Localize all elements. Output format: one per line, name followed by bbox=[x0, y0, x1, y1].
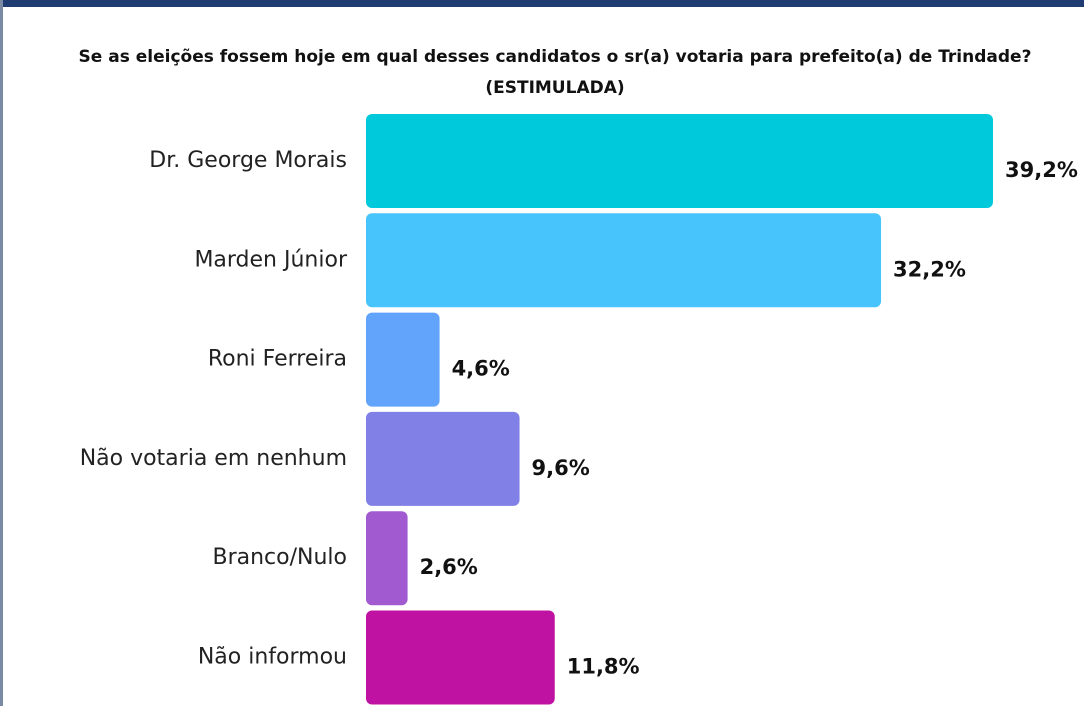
category-label: Não votaria em nenhum bbox=[80, 446, 347, 471]
category-label: Dr. George Morais bbox=[149, 148, 347, 173]
value-label: 11,8% bbox=[567, 655, 640, 679]
category-label: Roni Ferreira bbox=[208, 347, 347, 372]
value-label: 9,6% bbox=[532, 456, 590, 480]
value-label: 39,2% bbox=[1005, 158, 1078, 182]
chart-title: Se as eleições fossem hoje em qual desse… bbox=[78, 47, 1032, 98]
top-frame bbox=[0, 0, 1084, 7]
value-label: 2,6% bbox=[420, 555, 478, 579]
bar bbox=[366, 610, 555, 705]
bar bbox=[366, 411, 520, 506]
bar bbox=[366, 114, 993, 208]
bar bbox=[366, 511, 408, 606]
left-frame bbox=[0, 0, 3, 706]
category-label: Marden Júnior bbox=[194, 247, 348, 272]
value-label: 4,6% bbox=[452, 357, 510, 381]
category-label: Branco/Nulo bbox=[212, 545, 347, 570]
category-label: Não informou bbox=[198, 645, 347, 670]
bar bbox=[366, 213, 882, 308]
bar bbox=[366, 312, 440, 407]
value-label: 32,2% bbox=[893, 257, 966, 281]
